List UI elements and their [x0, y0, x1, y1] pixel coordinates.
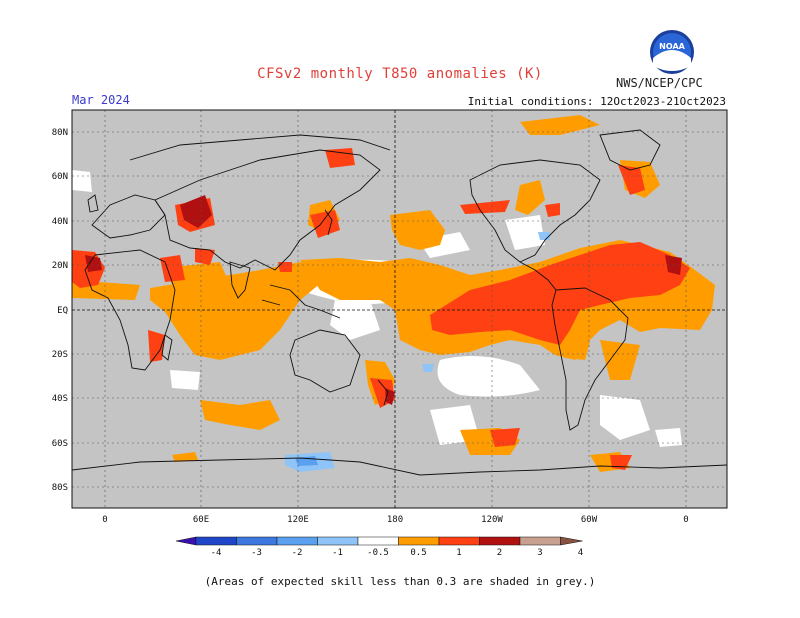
initial-conditions: Initial conditions: 12Oct2023-21Oct2023 — [467, 95, 726, 108]
noaa-logo-icon: NOAA — [650, 30, 694, 74]
map-gridlines — [72, 110, 727, 508]
lon-label: 60E — [193, 515, 209, 525]
skill-footnote: (Areas of expected skill less than 0.3 a… — [204, 575, 596, 588]
colorbar-segment — [195, 536, 237, 546]
colorbar-label: 3 — [537, 548, 542, 558]
latitude-labels: 80N 60N 40N 20N EQ 20S 40S 60S 80S — [52, 128, 68, 493]
colorbar-label: 2 — [497, 548, 502, 558]
lat-label: 80N — [52, 128, 68, 138]
colorbar-segment — [479, 536, 521, 546]
lon-label: 120E — [287, 515, 309, 525]
lon-label: 60W — [581, 515, 598, 525]
lon-label: 120W — [481, 515, 503, 525]
colorbar: -4 -3 -2 -1 -0.5 0.5 1 2 3 4 — [175, 536, 583, 558]
colorbar-segment — [398, 536, 440, 546]
lat-label: 20S — [52, 350, 68, 360]
colorbar-arrow-left — [175, 536, 197, 546]
colorbar-label: 1 — [456, 548, 461, 558]
colorbar-segment — [438, 536, 480, 546]
equator-dateline — [72, 110, 727, 508]
colorbar-segment — [519, 536, 561, 546]
svg-text:NOAA: NOAA — [659, 42, 685, 51]
organization-label: NWS/NCEP/CPC — [616, 76, 703, 90]
colorbar-label: -0.5 — [367, 548, 389, 558]
longitude-labels: 0 60E 120E 180 120W 60W 0 — [102, 515, 688, 525]
colorbar-segment — [276, 536, 318, 546]
lon-label: 0 — [102, 515, 107, 525]
colorbar-segment — [317, 536, 359, 546]
map-title: CFSv2 monthly T850 anomalies (K) — [257, 66, 543, 82]
colorbar-label: -3 — [251, 548, 262, 558]
colorbar-segment — [357, 536, 399, 546]
colorbar-label: 0.5 — [410, 548, 426, 558]
lat-label: 20N — [52, 261, 68, 271]
map-area — [72, 110, 727, 508]
colorbar-label: -4 — [211, 548, 222, 558]
forecast-month: Mar 2024 — [72, 93, 130, 107]
lat-label: EQ — [57, 306, 68, 316]
colorbar-segment — [236, 536, 278, 546]
colorbar-label: 4 — [578, 548, 583, 558]
lat-label: 60N — [52, 172, 68, 182]
lon-label: 0 — [683, 515, 688, 525]
colorbar-arrow-right — [560, 536, 583, 546]
colorbar-label: -1 — [332, 548, 343, 558]
lat-label: 60S — [52, 439, 68, 449]
lat-label: 40S — [52, 394, 68, 404]
lat-label: 40N — [52, 217, 68, 227]
coastlines — [72, 129, 727, 476]
lon-label: 180 — [387, 515, 403, 525]
lat-label: 80S — [52, 483, 68, 493]
colorbar-label: -2 — [292, 548, 303, 558]
map-frame — [71, 109, 728, 509]
